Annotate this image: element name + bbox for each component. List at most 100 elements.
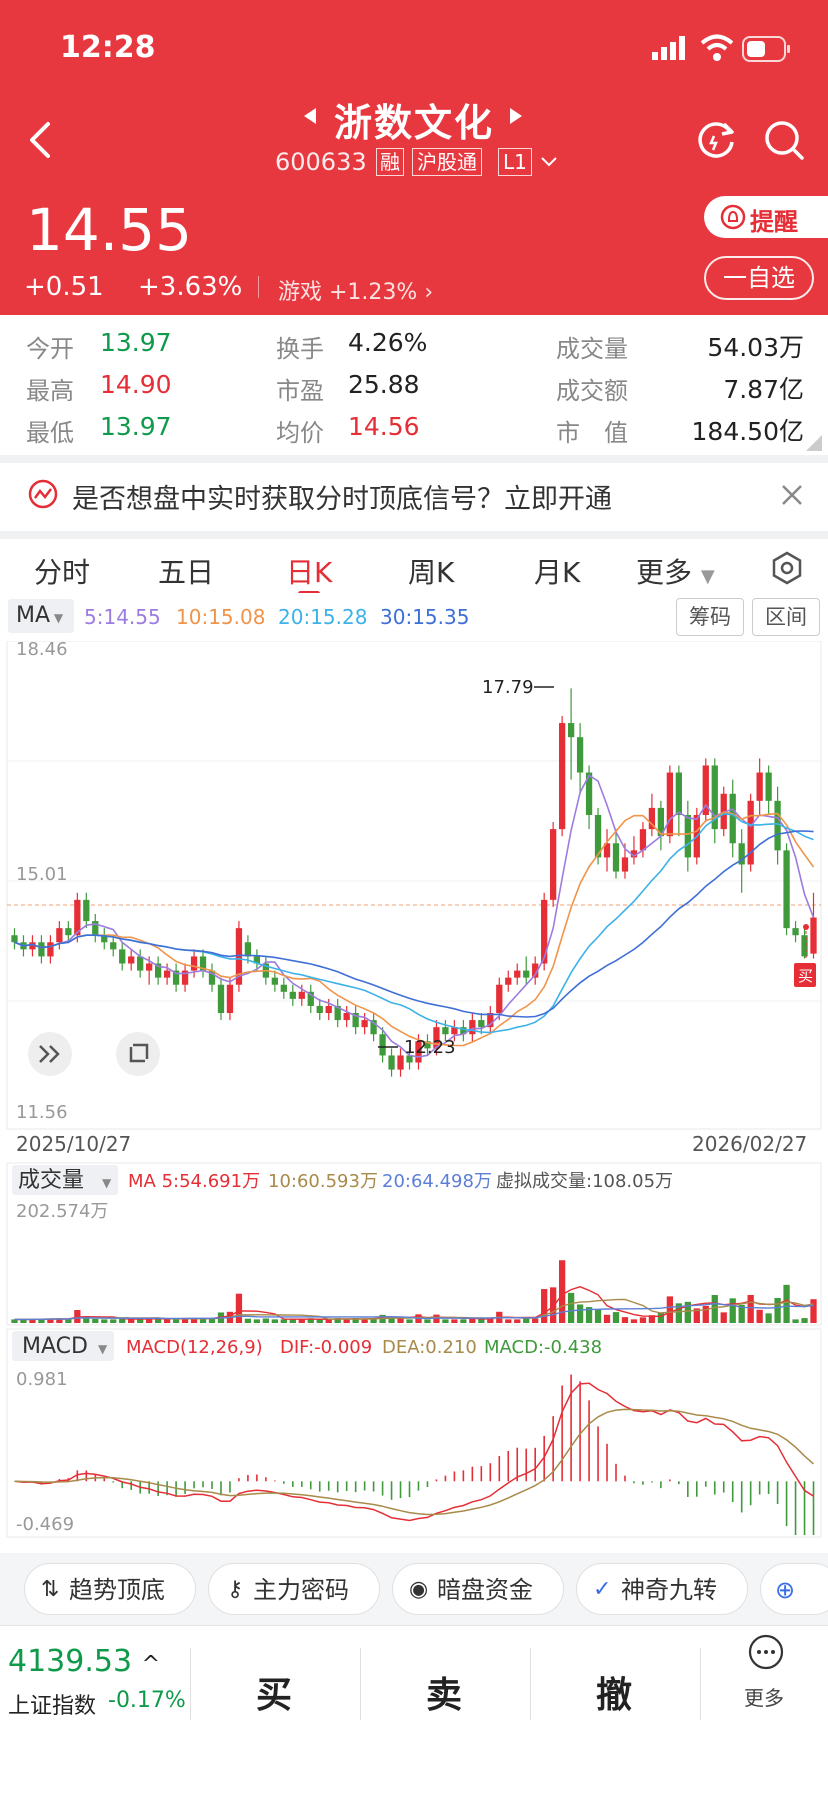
nine-turn-icon: ✓ — [593, 1577, 612, 1602]
fullscreen-button[interactable] — [116, 1032, 160, 1076]
chip-button[interactable]: 筹码 — [676, 598, 744, 636]
macd-selector[interactable] — [12, 1331, 114, 1361]
volume-bar — [783, 1284, 790, 1323]
more-tools-button[interactable]: ⊕ — [760, 1563, 828, 1615]
status-time: 12:28 — [60, 30, 156, 65]
volume-bar — [92, 1318, 99, 1323]
volume-bars-layer — [11, 1260, 817, 1323]
alert-button[interactable]: 提醒 — [704, 196, 828, 238]
volume-bar — [648, 1315, 656, 1323]
macd-label: MACD — [22, 1334, 88, 1359]
x-axis-start: 2025/10/27 — [16, 1132, 131, 1156]
cancel-order-button[interactable]: 撤 — [596, 1675, 633, 1716]
volume-bar — [675, 1303, 682, 1323]
tab-daily-k[interactable]: 日K — [286, 556, 333, 589]
back-icon[interactable] — [24, 118, 56, 166]
volume-bar — [146, 1318, 153, 1323]
prev-stock-icon[interactable] — [302, 106, 318, 130]
tab-five-day[interactable]: 五日 — [158, 556, 215, 589]
chart-settings-icon[interactable] — [770, 551, 804, 589]
buy-button[interactable]: 买 — [256, 1675, 293, 1716]
buy-signal-text: 买 — [798, 967, 813, 985]
next-stock-icon[interactable] — [508, 106, 524, 130]
tab-monthly-k[interactable]: 月K — [534, 556, 581, 589]
candle-body — [702, 765, 709, 815]
search-icon[interactable] — [762, 118, 806, 166]
tab-more[interactable]: 更多 ▼ — [636, 551, 715, 591]
volume-bar — [532, 1318, 539, 1323]
divider — [700, 1648, 701, 1720]
candle-body — [307, 991, 314, 1006]
candle-body — [154, 963, 162, 978]
price-change: +0.51 — [24, 272, 104, 302]
dark-pool-button[interactable]: ◉ 暗盘资金 — [392, 1563, 564, 1615]
volume-selector[interactable] — [12, 1165, 118, 1195]
candle-body — [810, 917, 817, 954]
volume-bar — [801, 1318, 808, 1323]
expand-corner-icon[interactable] — [806, 435, 822, 455]
trend-top-bottom-button[interactable]: ⇅ 趋势顶底 — [24, 1563, 196, 1615]
buy-signal-tag[interactable] — [794, 963, 816, 987]
candle-body — [29, 942, 36, 950]
volume-bar — [567, 1292, 575, 1323]
candle-body — [729, 793, 736, 844]
volume-bar — [666, 1296, 674, 1323]
sell-button[interactable]: 卖 — [426, 1675, 463, 1716]
more-icon[interactable] — [748, 1634, 784, 1674]
stock-code: 600633 — [275, 148, 367, 176]
main-force-button[interactable]: ⚷ 主力密码 — [208, 1563, 380, 1615]
high-value: 14.90 — [100, 370, 172, 399]
fast-forward-button[interactable] — [28, 1032, 72, 1076]
promo-banner[interactable]: 是否想盘中实时获取分时顶底信号？立即开通 — [0, 455, 828, 531]
signal-promo-icon — [28, 479, 58, 513]
up-down-arrows-icon: ⇅ — [41, 1577, 60, 1602]
ma-selector[interactable]: MA ▼ — [8, 599, 74, 633]
sector-link[interactable]: 游戏 +1.23% › — [278, 280, 434, 305]
code-dropdown-icon[interactable] — [540, 154, 558, 173]
volume-bar — [280, 1319, 287, 1323]
volume-bar — [65, 1319, 72, 1323]
kline-chart-area[interactable]: MA ▼ 5:14.55 10:15.08 20:15.28 30:15.35 … — [0, 593, 828, 1553]
volume-bar — [478, 1319, 485, 1323]
macd-axis-top: 0.981 — [16, 1369, 68, 1390]
candle-body — [128, 956, 135, 964]
tab-intraday[interactable]: 分时 — [34, 556, 91, 589]
caret-down-icon: ▼ — [700, 566, 715, 587]
volume-bar — [119, 1318, 126, 1323]
volume-bar — [208, 1318, 216, 1323]
index-value[interactable]: 4139.53 ^ — [8, 1644, 160, 1679]
more-label[interactable]: 更多 — [744, 1686, 784, 1710]
avg-value: 14.56 — [348, 412, 420, 441]
candles-layer — [11, 688, 817, 1077]
volume-bar — [137, 1318, 144, 1323]
dea-line — [14, 1408, 814, 1516]
virtual-volume[interactable]: 虚拟成交量:108.05万 — [496, 1171, 673, 1192]
volume-bar — [594, 1309, 602, 1323]
min-marker: 12.23 — [404, 1037, 456, 1058]
candle-body — [657, 807, 665, 837]
candle-body — [532, 963, 539, 978]
crosshair-icon: ⊕ — [775, 1576, 796, 1604]
candle-body — [271, 977, 278, 985]
ma5-line — [14, 774, 815, 1058]
vol-ma10: 10:60.593万 — [268, 1171, 378, 1192]
volume-bar — [487, 1317, 494, 1323]
volume-bar — [289, 1319, 296, 1323]
trend-label: 趋势顶底 — [69, 1576, 165, 1604]
volume-bar — [630, 1319, 638, 1323]
refresh-icon[interactable] — [694, 118, 738, 166]
add-watchlist-button[interactable]: 一自选 — [704, 256, 814, 300]
close-icon[interactable] — [780, 483, 804, 511]
open-value: 13.97 — [100, 328, 172, 357]
range-button[interactable]: 区间 — [752, 598, 820, 636]
nine-turn-button[interactable]: ✓ 神奇九转 — [576, 1563, 748, 1615]
volume-bar — [110, 1319, 117, 1323]
volume-bar — [774, 1298, 781, 1323]
divider — [360, 1648, 361, 1720]
ma30-value: 30:15.35 — [380, 605, 470, 629]
candle-body — [747, 800, 754, 865]
macd-bars-layer — [22, 1374, 815, 1535]
candle-body — [585, 772, 593, 815]
volume-frame — [6, 1162, 822, 1326]
tab-weekly-k[interactable]: 周K — [408, 556, 455, 589]
